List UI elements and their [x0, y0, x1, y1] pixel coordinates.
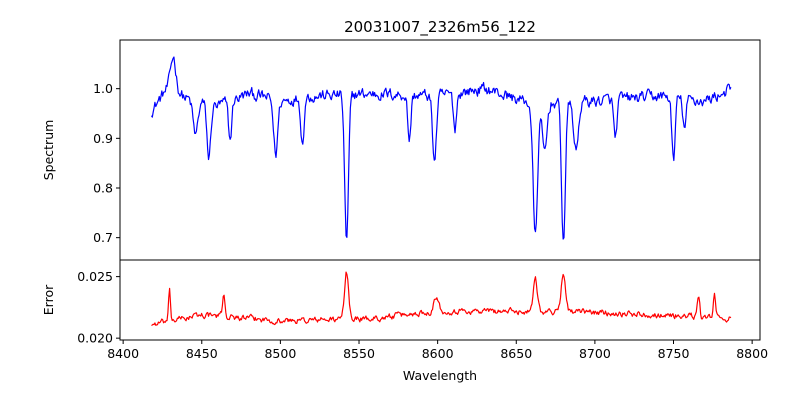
- y-tick-label: 0.020: [77, 331, 113, 346]
- spectrum-y-ticks: 0.7 0.8 0.9 1.0: [93, 81, 120, 245]
- x-tick-label: 8750: [658, 346, 690, 361]
- x-tick-label: 8550: [343, 346, 375, 361]
- x-axis-ticks: 8400 8450 8500 8550 8600 8650 8700 8750 8800: [107, 340, 768, 361]
- y-tick-label: 0.8: [93, 180, 113, 195]
- spectrum-series-group: [150, 56, 732, 240]
- y-tick-label: 0.7: [93, 230, 113, 245]
- error-y-axis-label: Error: [41, 284, 56, 315]
- chart-title: 20031007_2326m56_122: [344, 18, 536, 37]
- y-tick-label: 1.0: [93, 81, 113, 96]
- spectrum-series-line: [150, 56, 732, 240]
- error-y-ticks: 0.020 0.025: [77, 269, 120, 346]
- x-tick-label: 8500: [264, 346, 296, 361]
- x-tick-label: 8600: [422, 346, 454, 361]
- x-axis-label: Wavelength: [403, 368, 477, 383]
- x-tick-label: 8400: [107, 346, 139, 361]
- x-tick-label: 8800: [736, 346, 768, 361]
- spectrum-y-axis-label: Spectrum: [41, 120, 56, 181]
- x-tick-label: 8650: [500, 346, 532, 361]
- x-tick-label: 8700: [579, 346, 611, 361]
- error-series-group: [151, 271, 732, 327]
- error-panel: 0.020 0.025 Error: [41, 259, 761, 346]
- error-series-line: [151, 271, 732, 327]
- x-tick-label: 8450: [186, 346, 218, 361]
- y-tick-label: 0.9: [93, 131, 113, 146]
- y-tick-label: 0.025: [77, 269, 113, 284]
- error-panel-frame: [119, 259, 761, 341]
